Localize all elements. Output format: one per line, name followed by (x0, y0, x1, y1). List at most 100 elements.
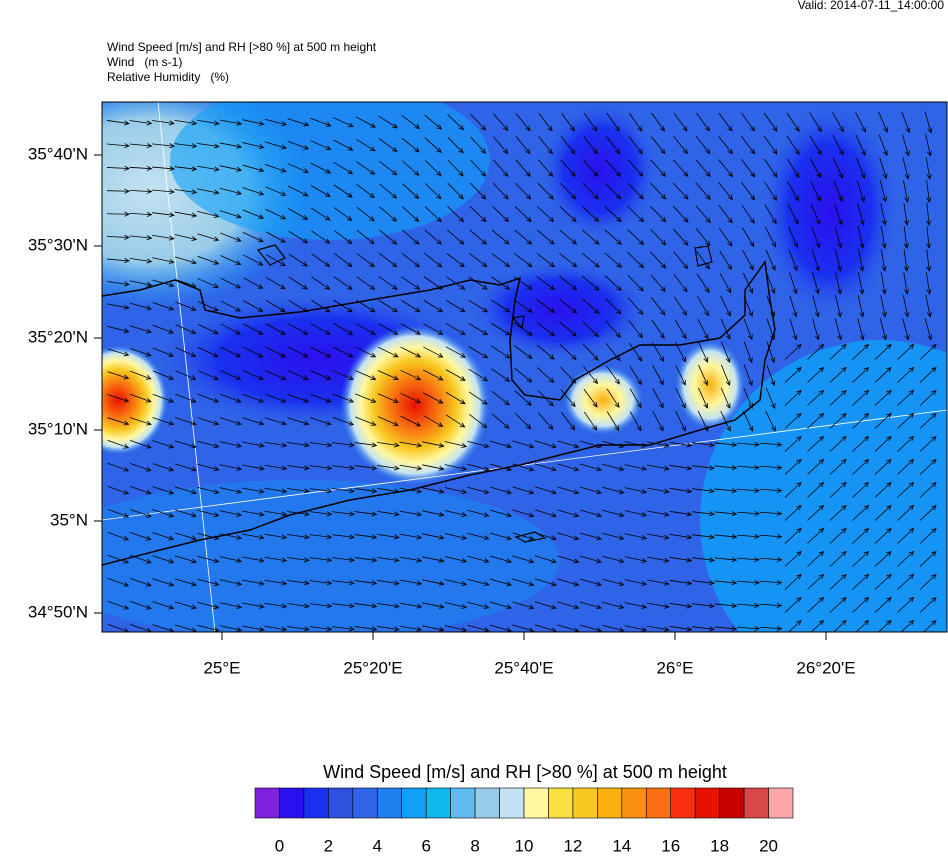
wind-arrow (651, 319, 665, 339)
wind-arrow (129, 508, 152, 518)
header-line: Relative Humidity (%) (107, 70, 229, 84)
wind-arrow (669, 625, 693, 632)
wind-arrow (714, 465, 738, 471)
wind-arrow (129, 462, 152, 472)
wind-arrow (807, 389, 825, 406)
wind-arrow (468, 323, 489, 336)
wind-arrow (763, 158, 778, 178)
wind-arrow (536, 276, 556, 291)
wind-arrow (582, 206, 600, 223)
wind-arrow (766, 364, 776, 387)
wind-arrow (669, 464, 693, 471)
wind-arrow (583, 388, 598, 408)
wind-arrow (265, 254, 286, 267)
wind-arrow (604, 275, 622, 292)
wind-arrow (878, 134, 888, 157)
wind-arrow (399, 464, 423, 471)
wind-arrow (582, 159, 599, 177)
wind-arrow (220, 232, 242, 242)
wind-arrow (399, 510, 423, 517)
wind-arrow (897, 527, 915, 544)
wind-arrow (379, 252, 398, 268)
wind-arrow (855, 619, 870, 632)
wind-arrow (467, 440, 490, 449)
wind-arrow (378, 138, 398, 152)
wind-arrow (219, 556, 243, 563)
wind-arrow (926, 180, 932, 203)
wind-arrow (784, 550, 802, 567)
wind-arrow (152, 324, 175, 334)
wind-arrow (197, 370, 219, 381)
colorbar-swatch (328, 787, 354, 819)
wind-arrow (129, 188, 153, 194)
wind-arrow (832, 157, 844, 179)
wind-arrow (422, 533, 445, 540)
wind-arrow (423, 369, 444, 381)
wind-arrow (152, 189, 175, 195)
wind-arrow (856, 157, 866, 180)
wind-arrow (557, 463, 580, 472)
wind-arrow (310, 346, 332, 358)
wind-arrow (719, 250, 732, 271)
wind-arrow (444, 464, 468, 471)
wind-arrow (152, 578, 175, 587)
wind-arrow (628, 112, 643, 132)
wind-arrow (560, 389, 576, 408)
wind-arrow (377, 487, 400, 494)
wind-arrow (560, 412, 576, 431)
wind-arrow (852, 389, 870, 406)
wind-arrow (924, 111, 933, 134)
lat-label: 35°40'N (28, 144, 88, 163)
wind-arrow (219, 210, 242, 219)
wind-arrow (925, 272, 932, 295)
wind-arrow (879, 318, 888, 341)
wind-arrow (720, 364, 731, 387)
wind-arrow (579, 509, 602, 518)
wind-arrow (874, 412, 892, 429)
wind-arrow (402, 206, 420, 222)
wind-arrow (874, 458, 892, 475)
wind-arrow (447, 159, 464, 177)
wind-arrow (399, 441, 423, 448)
wind-arrow (287, 534, 310, 540)
wind-arrow (624, 602, 648, 609)
wind-arrow (489, 555, 512, 564)
wind-arrow (152, 393, 175, 403)
lat-label: 35°N (50, 510, 88, 529)
wind-arrow (786, 112, 800, 132)
wind-arrow (537, 206, 555, 223)
wind-arrow (901, 134, 910, 157)
wind-arrow (265, 393, 287, 403)
wind-arrow (557, 532, 580, 541)
wind-arrow (174, 601, 197, 610)
wind-arrow (651, 112, 665, 132)
wind-arrow (333, 230, 353, 245)
wind-arrow (197, 278, 219, 288)
wind-arrow (174, 555, 197, 564)
wind-arrow (582, 182, 599, 200)
wind-arrow (650, 251, 667, 269)
wind-arrow (444, 533, 468, 540)
wind-arrow (467, 532, 490, 541)
wind-arrow (737, 487, 760, 494)
wind-arrow (784, 412, 802, 429)
wind-arrow (311, 207, 331, 221)
wind-arrow (197, 142, 220, 149)
wind-arrow (852, 550, 870, 567)
wind-arrow (491, 276, 511, 290)
wind-arrow (764, 204, 777, 225)
wind-arrow (810, 203, 821, 225)
wind-arrow (672, 182, 689, 200)
wind-arrow (264, 118, 288, 127)
wind-arrow (879, 157, 888, 180)
wind-arrow (423, 392, 444, 404)
wind-arrow (492, 206, 510, 223)
wind-arrow (514, 206, 532, 223)
wind-arrow (647, 556, 670, 563)
wind-arrow (697, 296, 709, 317)
wind-arrow (423, 346, 444, 358)
lon-label: 25°E (203, 658, 240, 677)
wind-arrow (401, 276, 421, 290)
wind-arrow (243, 300, 264, 312)
